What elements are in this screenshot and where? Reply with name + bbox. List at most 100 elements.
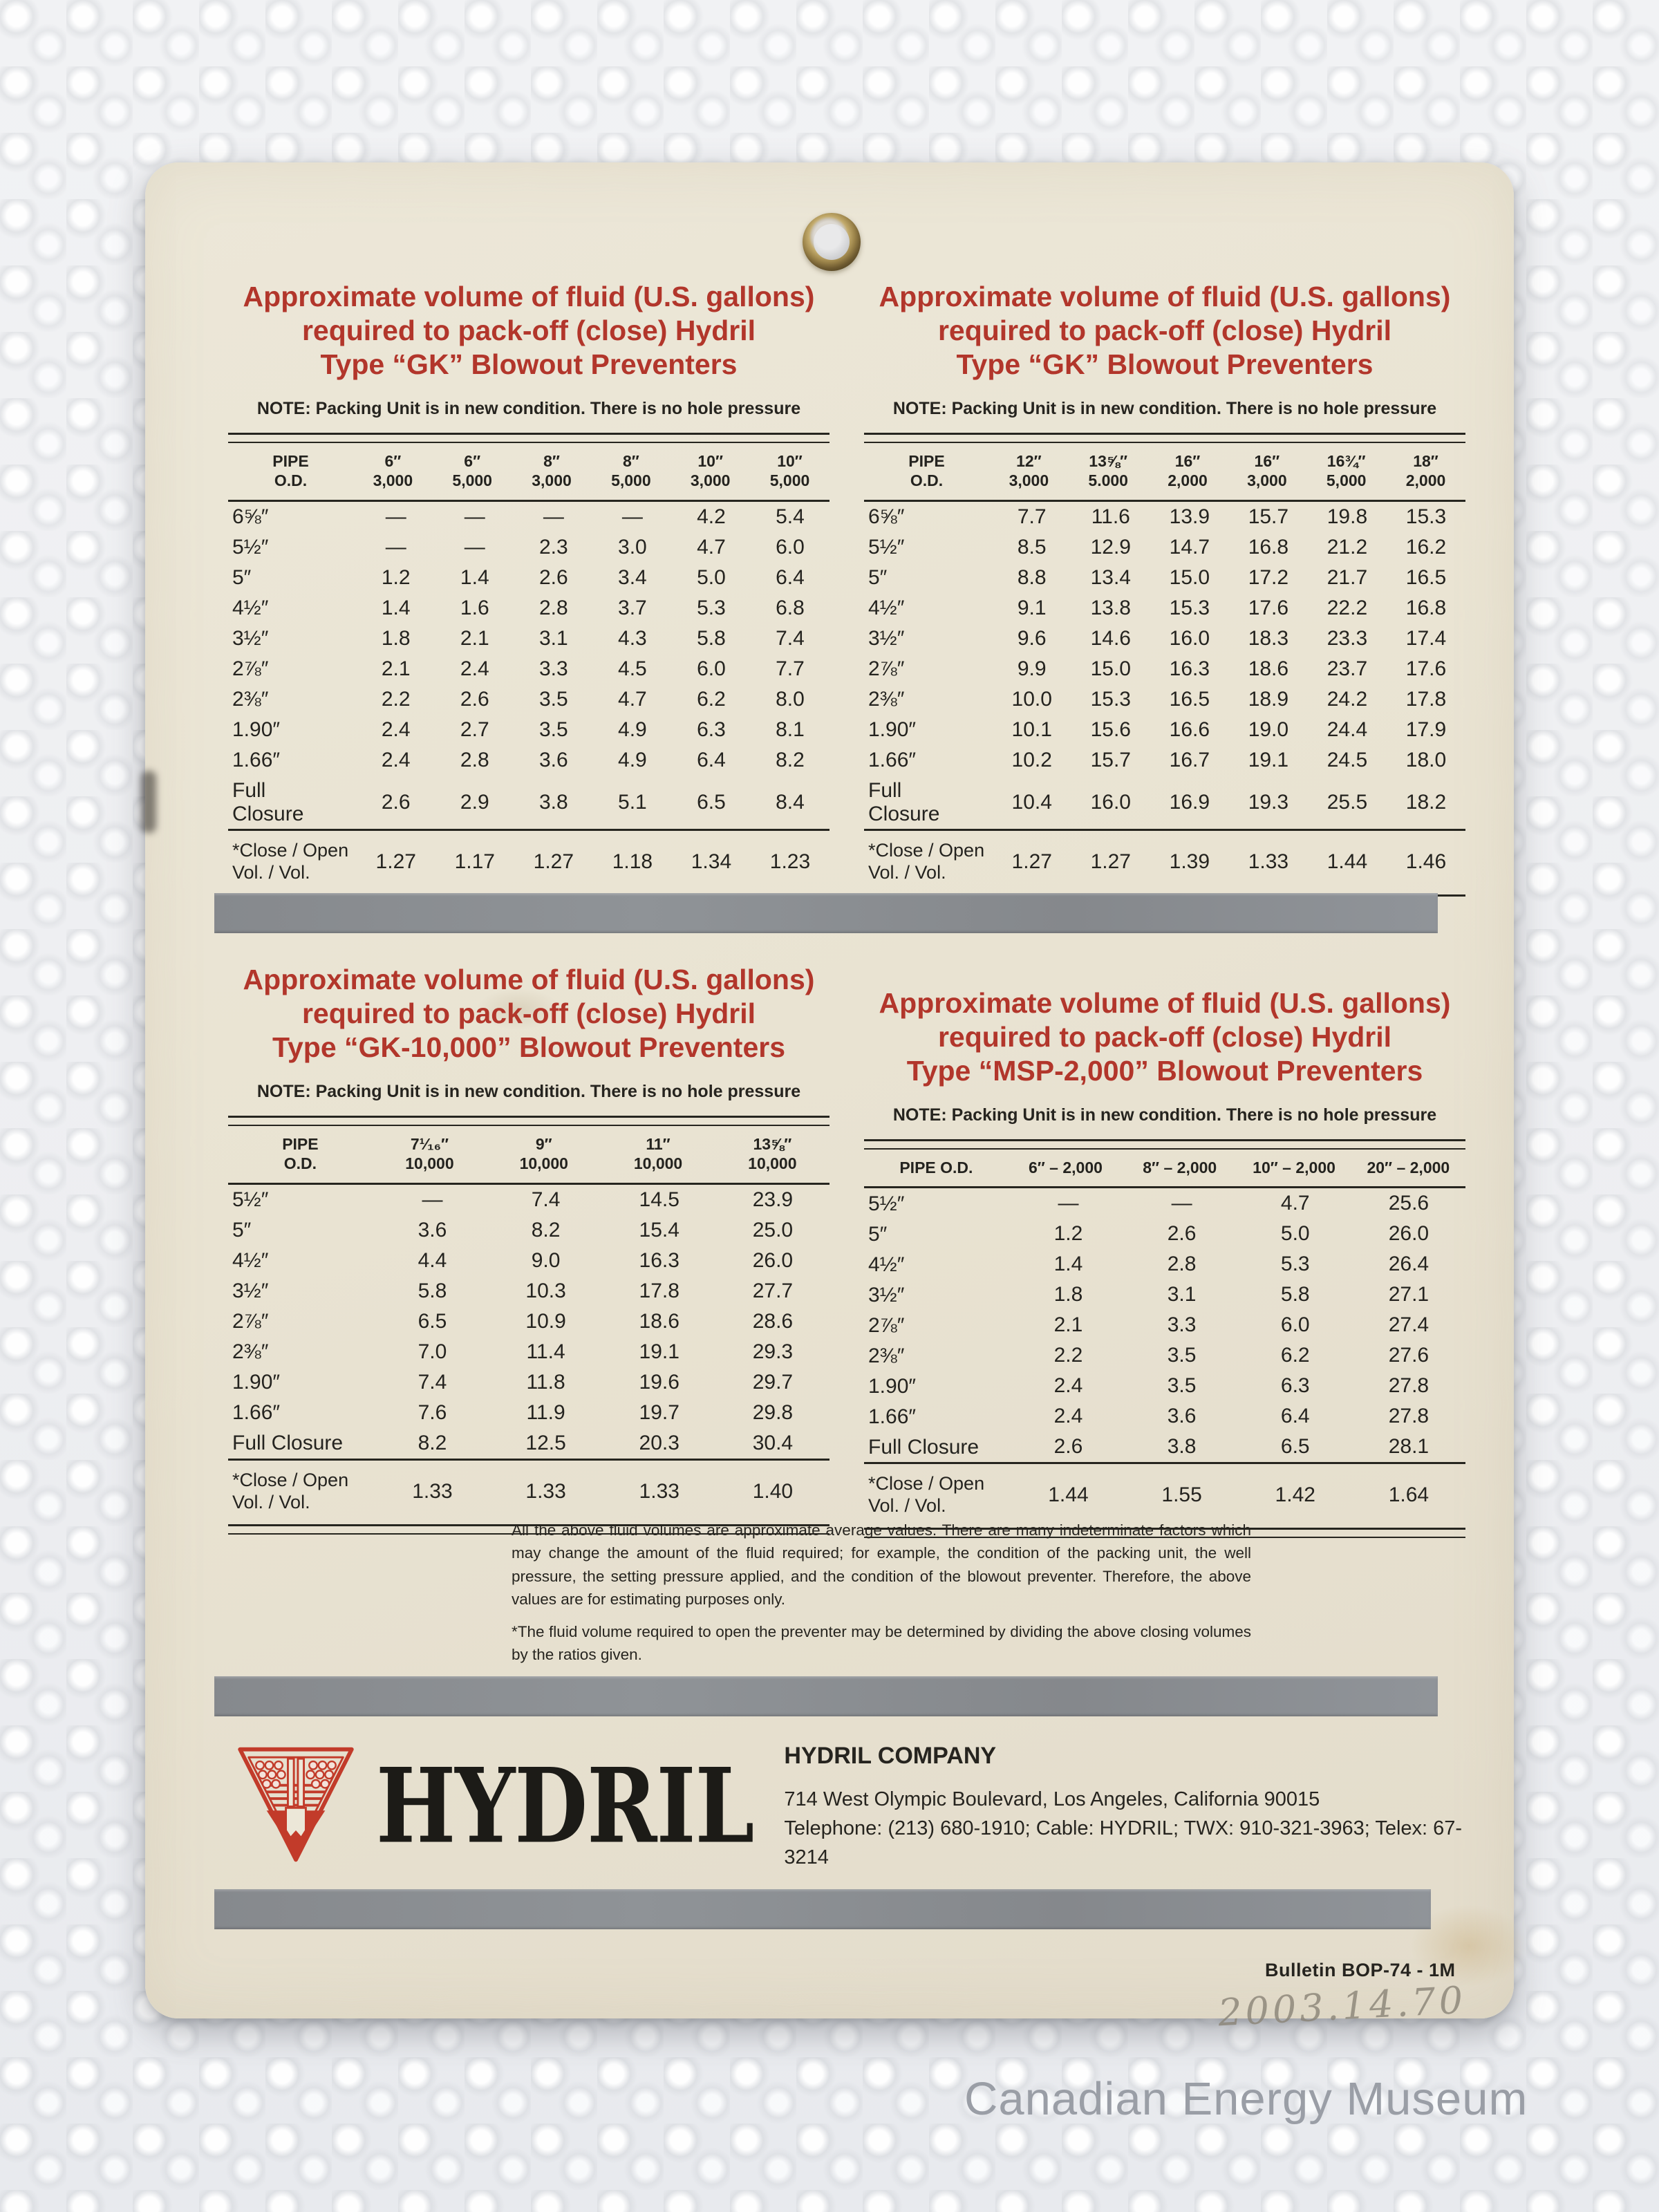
table-row: Full Closure 2.6 3.8 6.5 28.1: [864, 1432, 1465, 1462]
footnotes: All the above fluid volumes are approxim…: [512, 1519, 1251, 1667]
volume-value: 15.7: [1090, 749, 1131, 772]
volume-value: 28.1: [1388, 1435, 1430, 1459]
volume-value: 7.4: [418, 1371, 447, 1394]
ratio-value: 1.33: [412, 1479, 453, 1503]
pipe-od-label: 5½″: [232, 536, 269, 559]
volume-value: 17.8: [639, 1280, 679, 1303]
volume-value: 10.2: [1011, 749, 1052, 772]
volume-value: 16.5: [1405, 566, 1447, 590]
separator-bar: [214, 1889, 1431, 1929]
volume-value: 10.3: [525, 1280, 566, 1303]
volume-value: 4.7: [618, 688, 647, 711]
volume-value: 3.8: [1167, 1435, 1197, 1459]
table-section-gk-low-pressure: Approximate volume of fluid (U.S. gallon…: [228, 280, 830, 897]
volume-value: 10.0: [1011, 688, 1052, 711]
pipe-od-label: 1.90″: [868, 1374, 917, 1398]
volume-value: 6.4: [776, 566, 805, 590]
volume-value: 10.1: [1011, 718, 1052, 742]
pipe-od-label: 2⅞″: [868, 657, 905, 681]
volume-value: 16.5: [1169, 688, 1210, 711]
volume-value: 15.0: [1090, 657, 1131, 681]
volume-value: 9.9: [1017, 657, 1047, 681]
column-header: 9″ 10,000: [519, 1134, 568, 1173]
table-rule: [864, 829, 1465, 832]
volume-value: 5.8: [1280, 1283, 1310, 1306]
volume-value: —: [543, 505, 564, 529]
volume-value: 25.0: [752, 1219, 794, 1242]
table-title: Approximate volume of fluid (U.S. gallon…: [243, 281, 815, 381]
volume-value: 19.3: [1248, 790, 1289, 814]
table-row: Full Closure 8.2 12.5 20.3 30.4: [228, 1428, 830, 1459]
pipe-od-label: 2⅞″: [868, 1313, 905, 1337]
volume-value: 16.3: [639, 1249, 679, 1273]
ratio-row: *Close / Open Vol. / Vol. 1.33 1.33 1.33 1.4…: [228, 1461, 830, 1524]
volume-value: 1.4: [1053, 1253, 1083, 1276]
ratio-value: 1.27: [1090, 850, 1131, 874]
ratio-value: 1.33: [1248, 850, 1289, 874]
volume-value: 7.0: [418, 1340, 447, 1364]
volume-value: 17.6: [1405, 657, 1447, 681]
volume-value: —: [1058, 1192, 1079, 1215]
brand-block: HYDRIL HYDRIL COMPANY 714 West Olympic B…: [228, 1738, 1465, 1872]
volume-value: 2.1: [381, 657, 411, 681]
pipe-od-label: 2⅜″: [868, 688, 905, 711]
bulletin-number: Bulletin BOP-74 - 1M: [1265, 1960, 1456, 1980]
volume-value: 8.1: [776, 718, 805, 742]
footnote-open-volume: *The fluid volume required to open the p…: [512, 1623, 1251, 1664]
table-row: 2⅞″ 6.5 10.9 18.6 28.6: [228, 1306, 830, 1337]
column-header: 20″ – 2,000: [1367, 1158, 1450, 1177]
volume-value: 4.7: [1280, 1192, 1310, 1215]
table-rule: [864, 1462, 1465, 1465]
table-row: 5″ 1.2 1.4 2.6 3.4 5.0 6.4: [228, 563, 830, 593]
volume-value: 6.4: [697, 749, 726, 772]
volume-value: 14.6: [1090, 627, 1131, 650]
volume-value: 25.6: [1388, 1192, 1430, 1215]
volume-value: 24.2: [1327, 688, 1368, 711]
volume-value: 2.3: [538, 536, 568, 559]
volume-value: 19.6: [639, 1371, 679, 1394]
table-section-gk-high-pressure: Approximate volume of fluid (U.S. gallon…: [864, 280, 1465, 897]
volume-value: 2.1: [460, 627, 489, 650]
volume-value: 27.7: [752, 1280, 794, 1303]
ratio-value: 1.46: [1405, 850, 1447, 874]
volume-value: 2.7: [460, 718, 489, 742]
table-row: 6⅝″ — — — — 4.2 5.4: [228, 502, 830, 532]
table-rule: [864, 1186, 1465, 1189]
volume-value: 4.4: [418, 1249, 447, 1273]
ratio-value: 1.44: [1327, 850, 1368, 874]
table-row: Full Closure 2.6 2.9 3.8 5.1 6.5 8.4: [228, 776, 830, 829]
ratio-value: 1.27: [533, 850, 574, 874]
pipe-od-label: 1.66″: [232, 1401, 281, 1425]
table-row: 2⅞″ 2.1 2.4 3.3 4.5 6.0 7.7: [228, 654, 830, 684]
table-row: 5½″ — — 2.3 3.0 4.7 6.0: [228, 532, 830, 563]
volume-value: 29.3: [752, 1340, 794, 1364]
volume-value: 8.2: [776, 749, 805, 772]
column-header: 13⅝″ 10,000: [748, 1134, 797, 1173]
volume-value: 5.1: [618, 790, 647, 814]
volume-value: 8.2: [531, 1219, 561, 1242]
table-top-rule: [228, 1115, 830, 1126]
table-row: 4½″ 4.4 9.0 16.3 26.0: [228, 1246, 830, 1276]
volume-value: 15.3: [1405, 505, 1447, 529]
volume-value: 18.3: [1248, 627, 1289, 650]
volume-value: 2.6: [1053, 1435, 1083, 1459]
volume-value: 12.9: [1090, 536, 1131, 559]
volume-value: 2.8: [460, 749, 489, 772]
table-note: NOTE: Packing Unit is in new condition. …: [892, 398, 1437, 418]
volume-value: 17.4: [1405, 627, 1447, 650]
table-rule: [864, 500, 1465, 503]
volume-value: 2.4: [1053, 1374, 1083, 1398]
column-header: 10″ 5,000: [769, 451, 810, 490]
table-note: NOTE: Packing Unit is in new condition. …: [256, 1081, 801, 1101]
table-row: 1.90″ 2.4 2.7 3.5 4.9 6.3 8.1: [228, 715, 830, 745]
volume-value: 7.6: [418, 1401, 447, 1425]
volume-value: 9.1: [1017, 597, 1047, 620]
volume-value: 28.6: [752, 1310, 794, 1333]
volume-value: 17.8: [1405, 688, 1447, 711]
volume-value: 2.4: [460, 657, 489, 681]
volume-value: 11.6: [1091, 505, 1130, 529]
separator-bar: [214, 893, 1438, 933]
pipe-od-label: 4½″: [232, 597, 269, 620]
volume-value: 5.4: [776, 505, 805, 529]
table-row: 2⅜″ 10.0 15.3 16.5 18.9 24.2 17.8: [864, 684, 1465, 715]
